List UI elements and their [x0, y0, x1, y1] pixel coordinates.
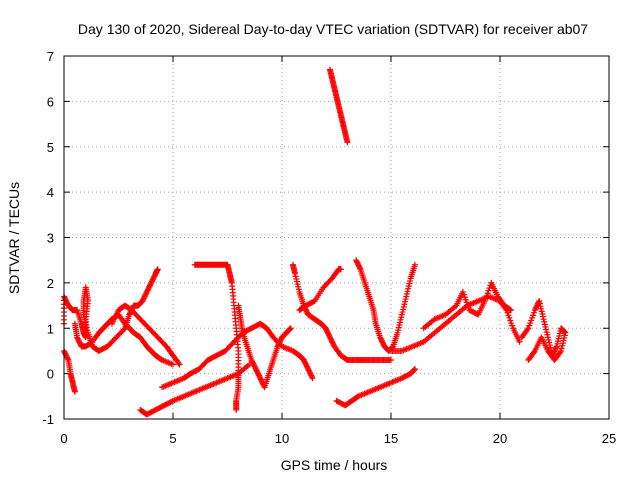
data-point [176, 361, 183, 368]
series-trace-h [235, 302, 294, 391]
data-point [506, 306, 513, 313]
series-trace-o [420, 279, 514, 332]
data-point [337, 266, 344, 273]
y-tick-label: 4 [47, 185, 54, 200]
data-point [561, 328, 568, 335]
series-trace-g [191, 261, 242, 413]
series-trace-c [71, 311, 176, 368]
y-tick-label: 6 [47, 94, 54, 109]
data-point [309, 375, 316, 382]
data-point [344, 139, 351, 146]
data-point [175, 360, 182, 367]
series-trace-d [108, 302, 183, 368]
y-tick-label: 2 [47, 276, 54, 291]
data-point [246, 361, 253, 368]
data-point [168, 398, 175, 405]
data-point [524, 326, 531, 333]
series-trace-p [518, 298, 569, 364]
data-point [535, 299, 542, 306]
data-point [64, 355, 71, 362]
data-point [308, 373, 315, 380]
axis-ticks: 0 5 10 15 20 25 -1 0 1 2 3 4 5 6 7 [42, 49, 616, 446]
series-trace-i [289, 261, 394, 364]
series-trace-j [296, 266, 344, 314]
data-points [61, 66, 569, 418]
x-tick-label: 0 [60, 431, 67, 446]
data-point [286, 326, 293, 333]
y-tick-label: 0 [47, 367, 54, 382]
data-point [516, 338, 523, 345]
x-tick-label: 25 [602, 431, 616, 446]
data-point [233, 406, 240, 413]
data-point [410, 367, 417, 374]
data-point [287, 325, 294, 332]
data-point [526, 355, 533, 362]
plot-frame [63, 55, 610, 420]
x-tick-label: 10 [275, 431, 289, 446]
data-point [507, 307, 514, 314]
data-point [553, 344, 560, 351]
data-point [71, 388, 78, 395]
data-point [525, 357, 532, 364]
x-axis-label: GPS time / hours [281, 457, 388, 473]
data-point [356, 264, 363, 271]
data-point [411, 261, 418, 268]
y-tick-label: 3 [47, 231, 54, 246]
x-tick-label: 5 [169, 431, 176, 446]
data-point [287, 325, 294, 332]
data-point [545, 349, 552, 356]
series-trace-m [333, 366, 418, 409]
series-trace-a [61, 266, 161, 354]
series-trace-k [326, 66, 351, 146]
data-point [120, 326, 127, 333]
series-trace-b [61, 347, 78, 395]
data-point [154, 266, 161, 273]
x-tick-label: 20 [493, 431, 507, 446]
y-axis-label: SDTVAR / TECUs [6, 182, 22, 294]
x-tick-label: 15 [384, 431, 398, 446]
data-point [388, 344, 395, 351]
data-point [411, 366, 418, 373]
series-trace-l [353, 257, 418, 354]
data-point [388, 357, 394, 364]
data-point [170, 361, 176, 368]
chart-title: Day 130 of 2020, Sidereal Day-to-day VTE… [78, 21, 588, 37]
y-tick-label: 1 [47, 321, 54, 336]
y-tick-label: 5 [47, 140, 54, 155]
data-point [411, 366, 418, 373]
y-tick-label: -1 [42, 412, 54, 427]
y-tick-label: 7 [47, 49, 54, 64]
grid-lines [64, 56, 609, 419]
